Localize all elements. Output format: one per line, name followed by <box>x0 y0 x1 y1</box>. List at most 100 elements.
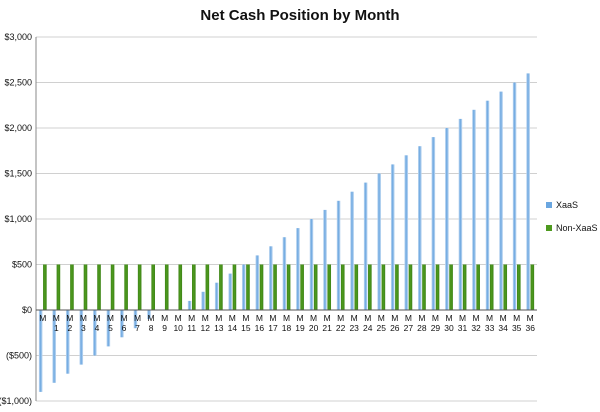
bar-non-xaas <box>137 264 142 310</box>
bar-non-xaas <box>516 264 521 310</box>
x-tick-label: M 17 <box>268 313 278 333</box>
bar-non-xaas <box>192 264 196 310</box>
bar-xaas <box>269 246 273 310</box>
x-tick-label: M 23 <box>349 313 359 333</box>
bar-xaas <box>363 182 368 310</box>
legend-label: XaaS <box>556 200 578 210</box>
legend-swatch <box>546 225 552 231</box>
bar-non-xaas <box>124 264 128 310</box>
bar-non-xaas <box>178 264 183 310</box>
bar-non-xaas <box>83 264 88 310</box>
bar-non-xaas <box>503 264 508 310</box>
x-tick-label: M 11 <box>187 313 196 333</box>
y-tick-label: $0 <box>22 305 32 315</box>
x-tick-label: M 18 <box>282 313 292 333</box>
x-tick-label: M 25 <box>377 313 387 333</box>
bar-non-xaas <box>151 264 155 310</box>
y-tick-label: ($500) <box>6 351 32 361</box>
bar-non-xaas <box>70 264 74 310</box>
x-tick-label: M 29 <box>431 313 441 333</box>
bar-xaas <box>93 310 97 356</box>
bar-xaas <box>445 128 449 310</box>
bar-xaas <box>79 310 84 365</box>
bar-non-xaas <box>395 264 399 310</box>
x-tick-label: M 36 <box>525 313 535 333</box>
x-tick-label: M 27 <box>404 313 414 333</box>
bar-non-xaas <box>97 264 101 310</box>
bar-non-xaas <box>246 264 250 310</box>
bar-xaas <box>309 219 314 310</box>
bar-xaas <box>472 109 476 310</box>
bar-non-xaas <box>368 264 372 310</box>
bars <box>38 73 535 392</box>
bar-non-xaas <box>476 264 480 310</box>
bar-xaas <box>526 73 530 311</box>
bar-xaas <box>106 310 111 347</box>
x-tick-label: M 24 <box>363 313 373 333</box>
legend: XaaS Non-XaaS <box>546 200 598 233</box>
x-tick-label: M 10 <box>173 313 183 333</box>
x-tick-label: M <box>39 313 46 323</box>
x-tick-label: M 20 <box>309 313 319 333</box>
x-tick-label: M 34 <box>498 313 508 333</box>
bar-xaas <box>390 164 395 310</box>
bar-xaas <box>512 82 517 310</box>
bar-xaas <box>120 310 124 338</box>
x-tick-label: M 13 <box>214 313 224 333</box>
axes <box>35 37 537 401</box>
x-tick-label: M 12 <box>201 313 211 333</box>
bar-non-xaas <box>286 264 291 310</box>
x-tick-label: M 16 <box>255 313 265 333</box>
bar-xaas <box>214 282 219 310</box>
bar-non-xaas <box>489 264 494 310</box>
bar-xaas <box>133 310 138 329</box>
y-tick-label: $2,500 <box>4 78 32 88</box>
bar-xaas <box>485 100 490 310</box>
bar-non-xaas <box>300 264 304 310</box>
bar-non-xaas <box>408 264 413 310</box>
bar-xaas <box>282 237 287 310</box>
chart-title: Net Cash Position by Month <box>200 7 399 24</box>
bar-non-xaas <box>381 264 386 310</box>
bar-non-xaas <box>56 264 61 310</box>
bar-xaas <box>65 310 70 374</box>
bar-non-xaas <box>340 264 345 310</box>
legend-swatch <box>546 202 552 208</box>
y-tick-label: $1,500 <box>4 169 32 179</box>
bar-xaas <box>350 191 354 310</box>
y-tick-label: $3,000 <box>4 32 32 42</box>
bar-non-xaas <box>110 264 115 310</box>
bar-non-xaas <box>422 264 426 310</box>
x-tick-label: M 32 <box>471 313 481 333</box>
bar-xaas <box>418 146 422 310</box>
y-tick-label: $1,000 <box>4 214 32 224</box>
bar-non-xaas <box>259 264 264 310</box>
x-tick-label: M 35 <box>512 313 522 333</box>
bar-xaas <box>323 209 327 310</box>
bar-xaas <box>458 118 463 311</box>
bar-non-xaas <box>313 264 318 310</box>
bar-non-xaas <box>462 264 467 310</box>
bar-xaas <box>499 91 503 310</box>
x-tick-label: M 14 <box>228 313 238 333</box>
bar-non-xaas <box>205 264 210 310</box>
bar-xaas <box>336 200 341 310</box>
bar-non-xaas <box>219 264 223 310</box>
x-tick-label: M 21 <box>322 313 332 333</box>
bar-non-xaas <box>354 264 359 310</box>
bar-xaas <box>52 310 57 383</box>
y-tick-label: ($1,000) <box>0 396 32 406</box>
bar-xaas <box>377 173 381 310</box>
x-tick-label: M 28 <box>417 313 427 333</box>
bar-xaas <box>228 273 233 310</box>
bar-xaas <box>187 300 192 310</box>
x-tick-label: M 26 <box>390 313 400 333</box>
bar-xaas <box>404 155 409 310</box>
